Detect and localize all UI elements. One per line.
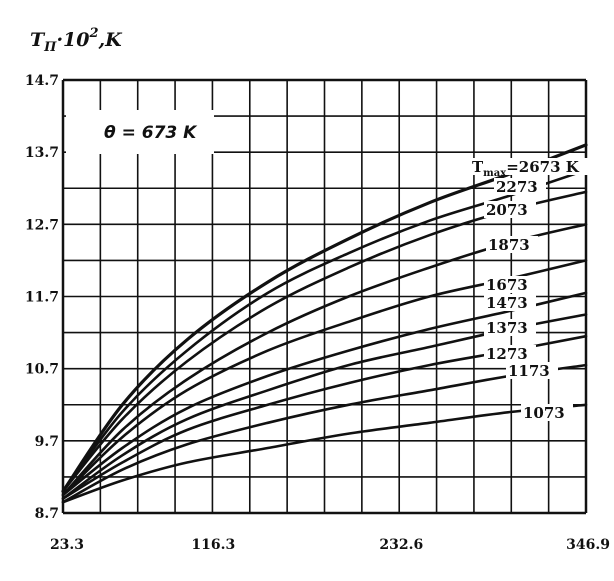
y-axis-title-rest: ·10 [56, 29, 89, 51]
tick-labels: 8.7 9.7 10.7 11.7 12.7 13.7 14.7 23.3 116.3 232.6… [25, 73, 610, 553]
curve-label-bg [494, 178, 546, 195]
y-axis-title-unit: ,K [98, 29, 124, 51]
y-axis-title: TП·102,K [30, 26, 123, 55]
annotation-box [66, 110, 214, 154]
series-line-1473 [61, 291, 588, 497]
y-tick-label: 9.7 [35, 434, 59, 450]
curve-label-1073: 1073 [523, 404, 565, 422]
curve-label-bg [484, 294, 536, 311]
x-tick-label: 346.9 [566, 537, 610, 553]
y-tick-label: 14.7 [25, 73, 59, 89]
curve-label-2273: 2273 [496, 178, 538, 196]
curve-label-1873: 1873 [488, 236, 530, 254]
y-tick-label: 10.7 [25, 362, 59, 378]
curve-label-1673: 1673 [486, 276, 528, 294]
curve-label-bg [484, 201, 536, 218]
annotation-theta: θ = 673 K [104, 123, 198, 143]
curve-labels: Tmax=2673 K22732073187316731473137312731… [470, 158, 610, 422]
curve-label-bg [470, 158, 610, 175]
series-line-1073 [61, 403, 588, 504]
y-axis-title-sup: 2 [89, 26, 99, 41]
curve-label-bg [521, 404, 573, 421]
y-axis-title-main: T [30, 29, 46, 51]
y-tick-label: 8.7 [35, 506, 59, 522]
x-tick-label: 116.3 [191, 537, 235, 553]
curve-label-1473: 1473 [486, 294, 528, 312]
x-tick-label: 232.6 [379, 537, 423, 553]
series-line-2673-K [61, 143, 588, 493]
y-tick-label: 11.7 [25, 290, 59, 306]
curve-label-2673-K: Tmax=2673 K [472, 158, 580, 179]
curve-label-bg [484, 276, 536, 293]
series-line-2273 [61, 168, 588, 493]
curve-label-1373: 1373 [486, 319, 528, 337]
curve-label-1273: 1273 [486, 345, 528, 363]
y-tick-label: 13.7 [25, 145, 59, 161]
curve-label-2073: 2073 [486, 201, 528, 219]
y-axis-title-sub: П [43, 40, 57, 55]
y-tick-label: 12.7 [25, 217, 59, 233]
curve-label-bg [484, 345, 536, 362]
curve-label-bg [484, 319, 536, 336]
series-line-1173 [61, 363, 588, 504]
x-tick-label: 23.3 [50, 537, 84, 553]
curve-label-bg [486, 236, 538, 253]
curve-label-1173: 1173 [508, 362, 550, 380]
curve-label-bg [506, 362, 558, 379]
